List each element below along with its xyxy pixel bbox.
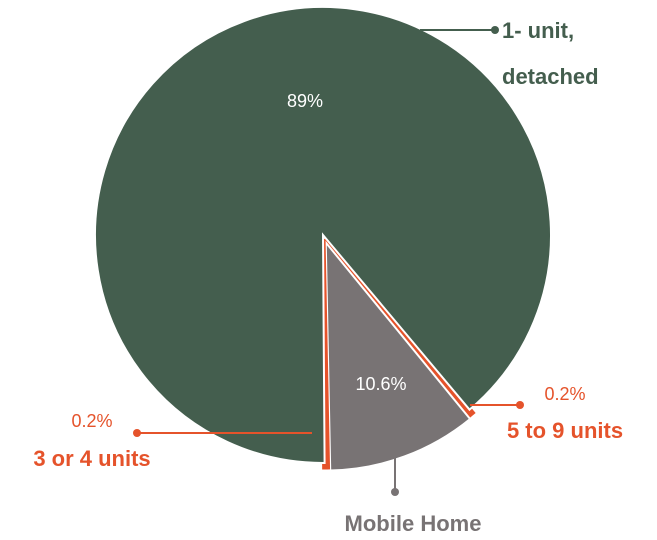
leader-dot — [491, 26, 499, 34]
leader-dot — [516, 401, 524, 409]
value-label: 10.6% — [355, 374, 406, 394]
value-label: 0.2% — [71, 411, 112, 431]
category-label: Mobile Home — [345, 511, 482, 536]
category-label: 5 to 9 units — [507, 418, 623, 443]
category-label: 3 or 4 units — [33, 446, 150, 471]
leader-dot — [133, 429, 141, 437]
value-label: 89% — [287, 91, 323, 111]
value-label: 0.2% — [544, 384, 585, 404]
category-label: 1- unit, detached — [502, 18, 599, 89]
pie-slice — [94, 6, 552, 464]
pie-slice — [324, 239, 472, 472]
leader-dot — [391, 488, 399, 496]
